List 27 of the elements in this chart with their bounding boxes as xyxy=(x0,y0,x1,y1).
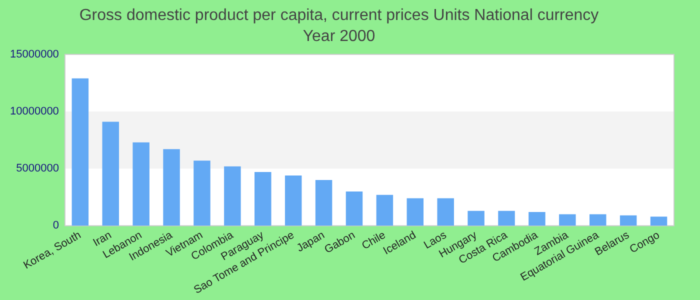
y-tick-label: 15000000 xyxy=(10,48,59,60)
bar xyxy=(224,166,241,226)
bar xyxy=(254,172,272,226)
bar xyxy=(589,214,606,226)
bar xyxy=(498,210,515,226)
x-tick-label: Korea, South xyxy=(22,229,84,272)
y-tick-label: 5000000 xyxy=(16,162,59,175)
bar xyxy=(528,212,546,226)
chart-title: Gross domestic product per capita, current prices Units National currency xyxy=(79,7,599,24)
bar xyxy=(559,214,576,226)
bar xyxy=(376,194,394,226)
bar xyxy=(346,191,363,226)
y-tick-label: 0 xyxy=(52,220,59,232)
bar xyxy=(102,122,119,226)
bar xyxy=(72,78,89,226)
bar xyxy=(650,216,668,226)
bar xyxy=(406,198,424,226)
bar xyxy=(315,180,332,226)
bar xyxy=(284,175,302,226)
bar xyxy=(468,210,484,226)
bar xyxy=(620,215,637,226)
bar xyxy=(163,149,180,226)
chart-subtitle: Year 2000 xyxy=(302,28,376,46)
bar xyxy=(132,142,150,226)
bar xyxy=(194,160,210,226)
y-tick-label: 10000000 xyxy=(10,106,59,118)
bar xyxy=(437,198,454,226)
